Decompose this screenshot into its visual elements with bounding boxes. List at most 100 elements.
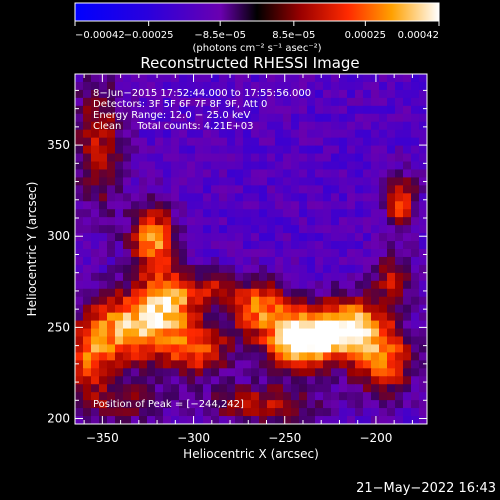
heatmap-cell [387,185,396,194]
heatmap-cell [299,129,308,139]
heatmap-cell [411,129,420,139]
heatmap-cell [219,129,228,139]
heatmap-cell [179,129,188,139]
heatmap-cell [171,256,180,266]
heatmap-cell [75,360,84,369]
heatmap-cell [195,209,204,218]
heatmap-cell [155,105,164,115]
heatmap-cell [371,368,380,377]
heatmap-cell [331,121,340,131]
heatmap-cell [387,392,396,401]
heatmap-cell [123,105,132,115]
heatmap-cell [139,97,148,107]
heatmap-cell [195,217,204,226]
heatmap-cell [91,384,100,393]
heatmap-cell [299,161,308,171]
heatmap-cell [155,185,164,194]
heatmap-cell [131,376,140,385]
heatmap-cell [411,249,420,258]
annotation-clean-counts: Clean Total counts: 4.21E+03 [93,121,253,132]
heatmap-cell [227,336,236,346]
heatmap-cell [219,256,228,266]
heatmap-cell [187,336,196,346]
heatmap-cell [395,360,404,369]
y-tick-label: 300 [47,229,70,243]
heatmap-cell [99,185,108,194]
heatmap-cell [403,320,412,330]
heatmap-cell [187,392,196,401]
heatmap-cell [75,384,84,393]
heatmap-cell [299,193,308,202]
heatmap-cell [267,153,276,163]
heatmap-cell [187,288,196,298]
heatmap-cell [107,233,116,242]
heatmap-cell [355,392,364,401]
heatmap-cell [355,81,364,91]
heatmap-cell [235,177,244,186]
heatmap-cell [275,392,284,401]
heatmap-cell [307,97,316,107]
heatmap-cell [131,169,140,178]
heatmap-cell [227,296,236,306]
heatmap-cell [275,161,284,171]
heatmap-cell [259,113,268,123]
heatmap-cell [291,328,300,338]
heatmap-cell [115,153,124,163]
heatmap-cell [315,81,324,91]
heatmap-cell [299,392,308,401]
heatmap-cell [219,249,228,258]
heatmap-cell [235,241,244,250]
heatmap-cell [379,400,388,409]
heatmap-cell [379,225,388,234]
heatmap-cell [171,233,180,242]
x-tick-label: −250 [268,431,301,445]
heatmap-cell [91,296,100,306]
heatmap-cell [203,249,212,258]
heatmap-cell [107,74,116,83]
heatmap-cell [363,74,372,83]
heatmap-cell [219,400,228,409]
heatmap-cell [387,233,396,242]
heatmap-cell [323,368,332,377]
heatmap-cell [219,320,228,330]
heatmap-cell [259,296,268,306]
heatmap-cell [91,360,100,369]
heatmap-cell [339,400,348,409]
heatmap-cell [371,384,380,393]
heatmap-cell [275,336,284,346]
heatmap-cell [139,129,148,139]
heatmap-cell [283,352,292,361]
heatmap-cell [339,416,348,424]
heatmap-cell [283,360,292,369]
heatmap-cell [203,264,212,274]
heatmap-cell [171,360,180,369]
heatmap-cell [251,288,260,298]
heatmap-cell [307,193,316,202]
heatmap-cell [115,384,124,393]
heatmap-cell [179,360,188,369]
heatmap-cell [171,161,180,171]
heatmap-cell [75,153,84,163]
heatmap-cell [211,376,220,385]
heatmap-cell [299,153,308,163]
heatmap-cell [411,225,420,234]
heatmap-cell [307,121,316,131]
heatmap-cell [411,376,420,385]
heatmap-cell [219,161,228,171]
heatmap-cell [75,312,84,322]
heatmap-cell [299,304,308,314]
heatmap-cell [379,89,388,99]
heatmap-cell [355,249,364,258]
heatmap-cell [75,296,84,306]
heatmap-cell [283,264,292,274]
heatmap-cell [115,408,124,417]
heatmap-cell [107,408,116,417]
heatmap-cell [299,185,308,194]
heatmap-cell [99,113,108,123]
heatmap-cell [403,89,412,99]
heatmap-cell [299,384,308,393]
heatmap-cell [379,280,388,290]
heatmap-cell [275,121,284,131]
heatmap-cell [83,225,92,234]
heatmap-cell [347,408,356,417]
